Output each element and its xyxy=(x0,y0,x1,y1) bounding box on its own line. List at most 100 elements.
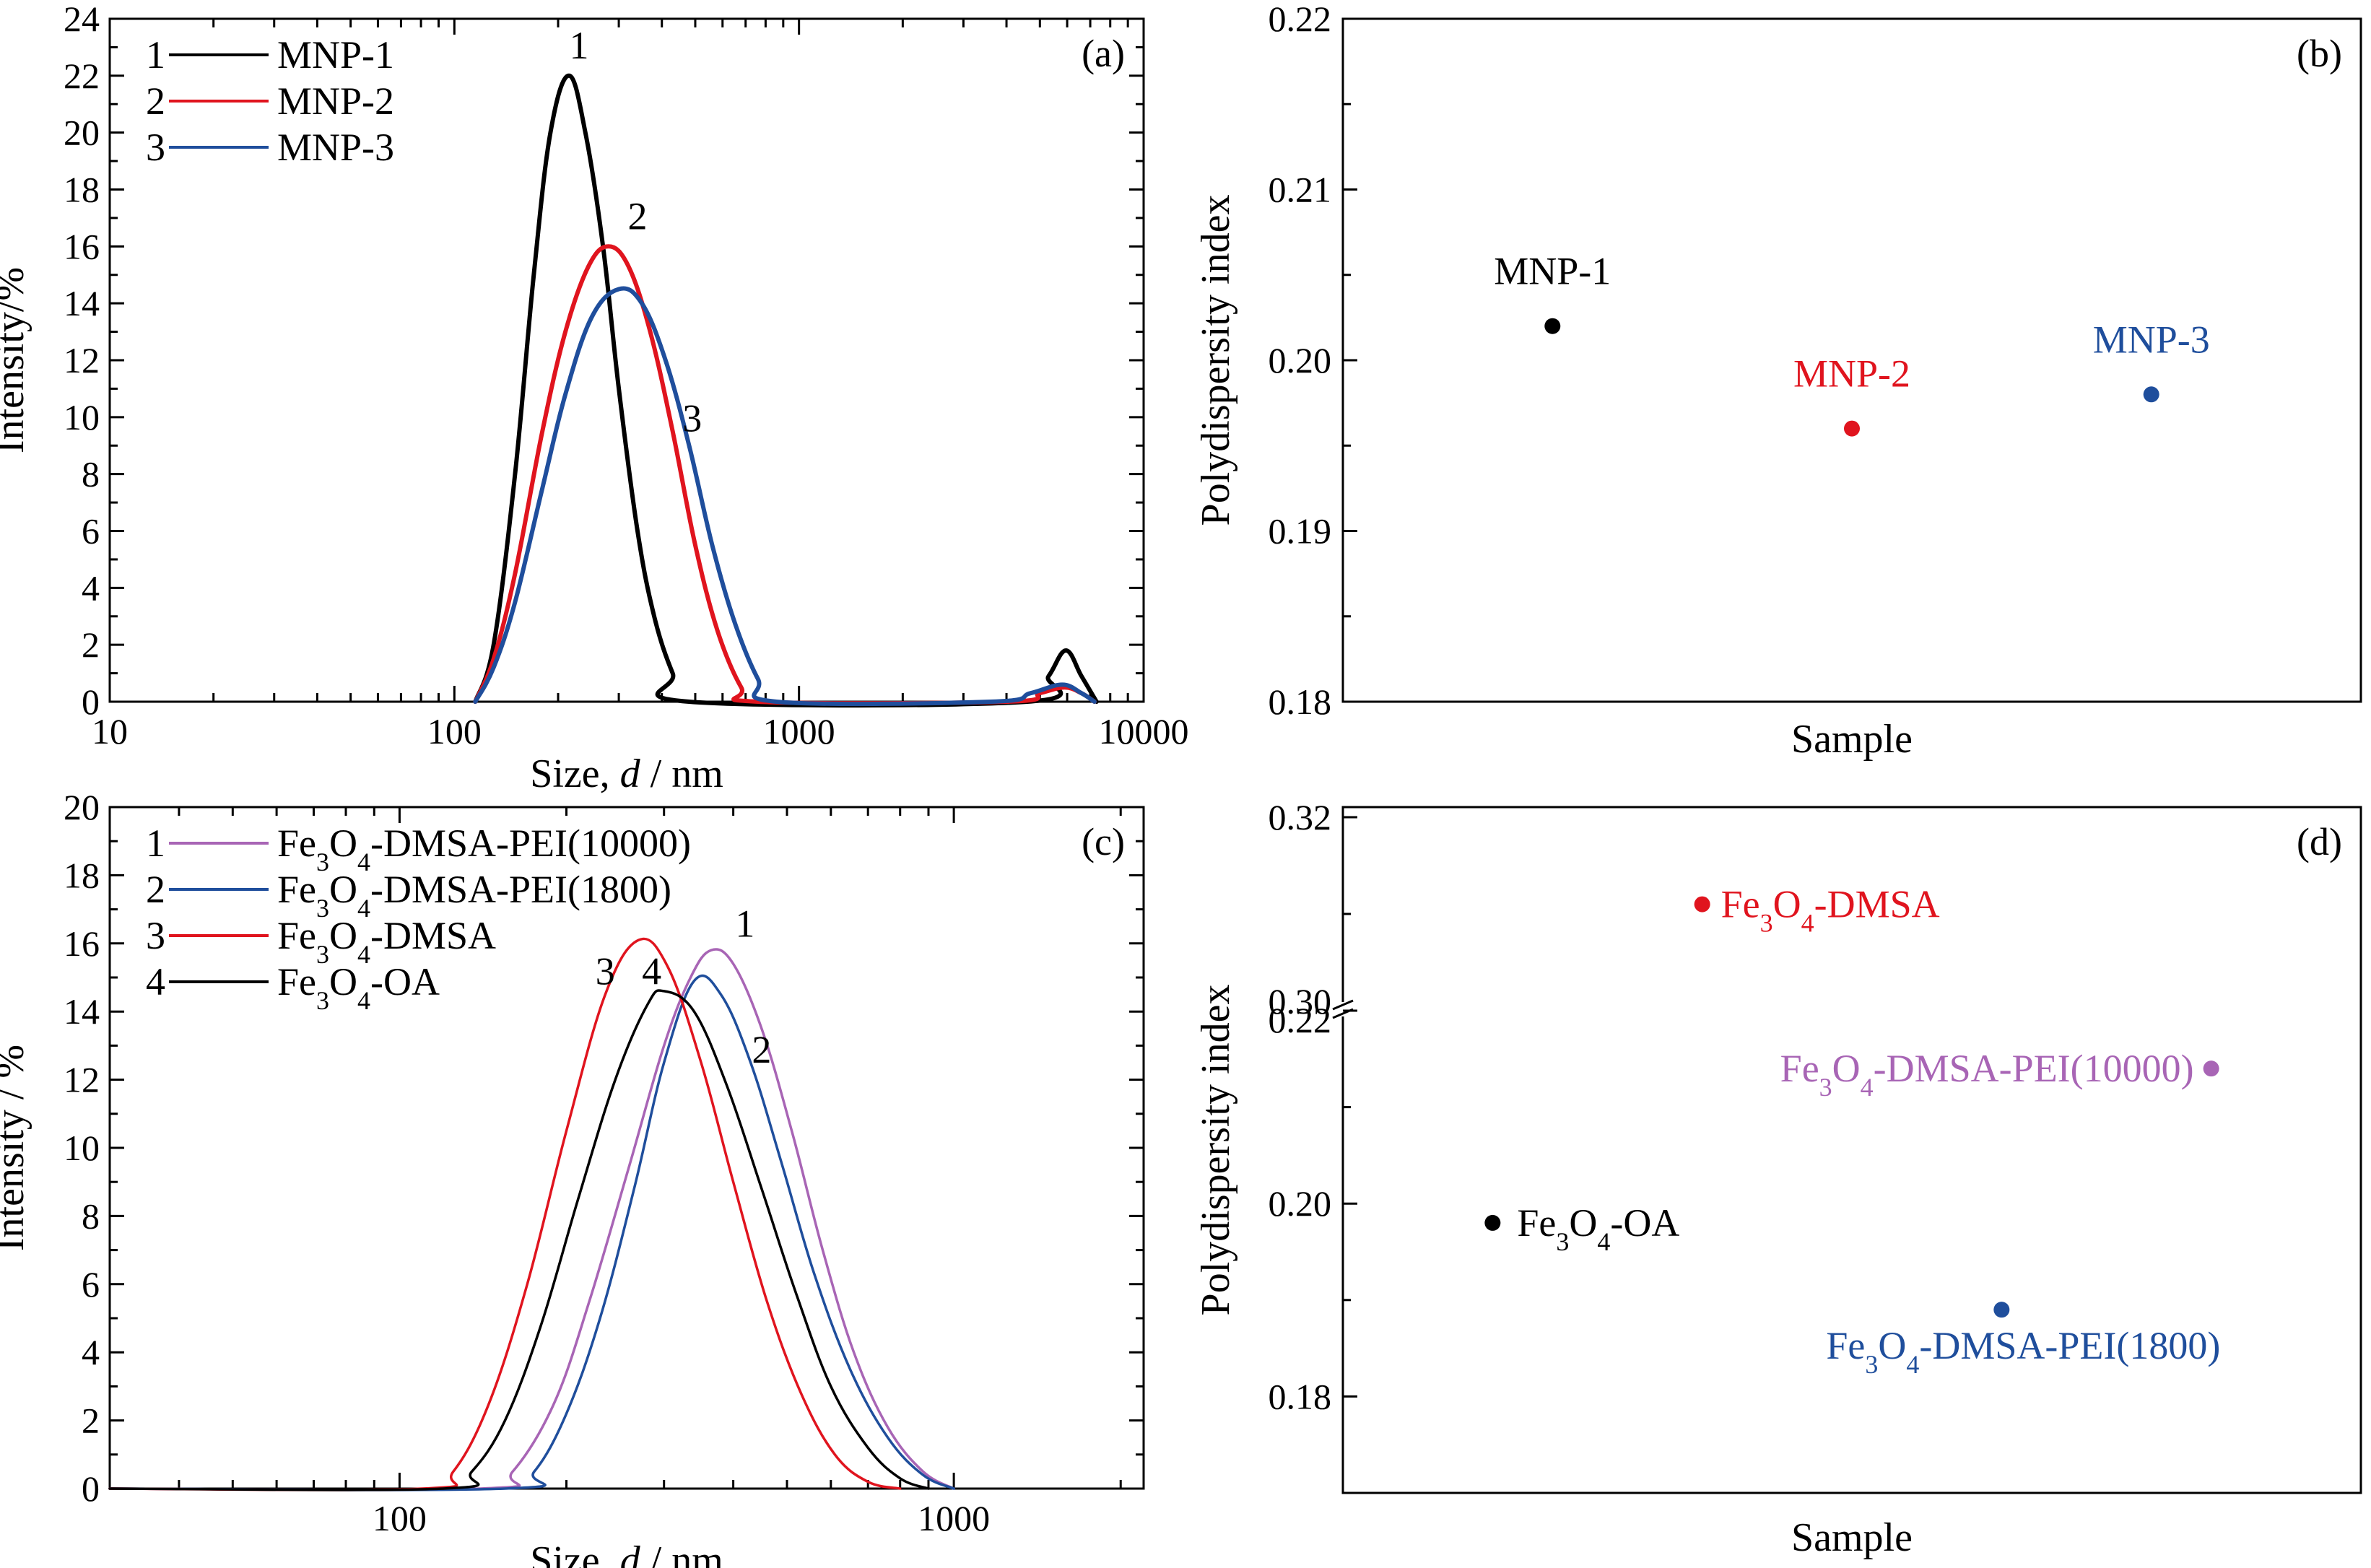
y-tick-label: 0.18 xyxy=(1269,1376,1332,1416)
y-tick-label: 8 xyxy=(82,1195,100,1236)
formula-part: O xyxy=(329,914,357,957)
x-axis-title-part: d xyxy=(620,752,641,796)
legend-number: 1 xyxy=(146,33,165,77)
y-axis-title: Intensity / % xyxy=(0,1045,32,1251)
y-tick-label: 16 xyxy=(64,923,100,964)
subscript-digit: 3 xyxy=(316,894,329,923)
subscript-digit: 3 xyxy=(1865,1350,1878,1379)
series-line-2 xyxy=(108,974,955,1491)
x-axis-title-part: / nm xyxy=(640,752,723,796)
series-line-2 xyxy=(473,244,1097,706)
formula-part: Fe xyxy=(1780,1047,1819,1090)
point-label: MNP-2 xyxy=(1793,352,1910,396)
panel-label: (d) xyxy=(2297,820,2342,863)
y-tick-label: 4 xyxy=(82,567,100,608)
plot-frame xyxy=(1341,806,2362,1494)
subscript-digit: 4 xyxy=(1597,1227,1610,1256)
subscript-digit: 4 xyxy=(357,986,370,1015)
legend-number: 2 xyxy=(146,79,165,123)
y-tick-label: 16 xyxy=(64,226,100,266)
y-tick-label: 8 xyxy=(82,454,100,495)
subscript-digit: 4 xyxy=(357,894,370,923)
formula-part: -DMSA-PEI(10000) xyxy=(370,822,691,865)
y-tick-label: 0.30 xyxy=(1269,981,1332,1022)
x-tick-label: 100 xyxy=(373,1498,427,1538)
y-tick-label: 4 xyxy=(82,1332,100,1372)
subscript-digit: 3 xyxy=(316,848,329,876)
legend-label: Fe3O4-DMSA-PEI(10000) xyxy=(277,822,691,876)
subscript-digit: 4 xyxy=(357,848,370,876)
panel-label: (c) xyxy=(1082,820,1125,863)
legend-label: MNP-3 xyxy=(277,126,394,169)
formula-part: Fe xyxy=(277,822,316,865)
formula-part: O xyxy=(1569,1201,1597,1245)
curve-label: 3 xyxy=(596,949,615,993)
point-label: Fe3O4-DMSA xyxy=(1721,883,1940,938)
formula-part: -OA xyxy=(370,960,440,1003)
point-label: Fe3O4-DMSA-PEI(1800) xyxy=(1826,1324,2220,1379)
formula-part: Fe xyxy=(1826,1324,1865,1367)
y-tick-label: 0.18 xyxy=(1269,681,1332,722)
y-axis-title: Intensity/% xyxy=(0,267,32,453)
formula-part: -OA xyxy=(1610,1201,1679,1245)
curve-label: 2 xyxy=(752,1028,771,1071)
curve-label: 1 xyxy=(735,902,754,945)
y-axis-title: Polydispersity index xyxy=(1193,195,1238,526)
data-point xyxy=(1993,1302,2010,1318)
formula-part: -DMSA xyxy=(370,914,496,957)
x-axis-title-part: Size, xyxy=(530,752,619,796)
x-axis-title: Size, d / nm xyxy=(530,1538,723,1568)
y-tick-label: 0.19 xyxy=(1269,511,1332,552)
y-tick-label: 12 xyxy=(64,1060,100,1100)
formula-part: O xyxy=(1878,1324,1906,1367)
legend-label: Fe3O4-DMSA xyxy=(277,914,496,969)
y-tick-label: 14 xyxy=(64,283,100,323)
y-tick-label: 10 xyxy=(64,1128,100,1168)
formula-part: Fe xyxy=(1721,883,1760,926)
legend-number: 3 xyxy=(146,914,165,957)
formula-part: Fe xyxy=(277,914,316,957)
subscript-digit: 4 xyxy=(357,940,370,969)
y-tick-label: 2 xyxy=(82,624,100,665)
y-tick-label: 20 xyxy=(64,787,100,827)
y-tick-label: 0.21 xyxy=(1269,170,1332,210)
curve-label: 2 xyxy=(628,195,648,238)
x-axis-title: Sample xyxy=(1791,1515,1913,1560)
legend-number: 4 xyxy=(146,960,165,1003)
y-tick-label: 0.32 xyxy=(1269,797,1332,837)
formula-part: Fe xyxy=(1517,1201,1556,1245)
y-tick-label: 24 xyxy=(64,0,100,39)
y-tick-label: 18 xyxy=(64,170,100,210)
x-tick-label: 10 xyxy=(92,711,128,752)
formula-part: O xyxy=(329,822,357,865)
point-label: MNP-1 xyxy=(1494,250,1611,293)
curve-label: 3 xyxy=(682,397,702,440)
x-tick-label: 100 xyxy=(427,711,482,752)
y-tick-label: 20 xyxy=(64,113,100,153)
legend-number: 2 xyxy=(146,868,165,911)
formula-part: -DMSA-PEI(1800) xyxy=(370,868,671,911)
data-point xyxy=(2203,1060,2219,1077)
formula-part: O xyxy=(1832,1047,1861,1090)
formula-part: -DMSA xyxy=(1814,883,1940,926)
legend-number: 3 xyxy=(146,126,165,169)
panel-b: 0.18 0.19 0.20 0.21 0.22 MNP-1 MNP-2 MNP-3 (b) Sa… xyxy=(1193,0,2362,762)
y-tick-label: 2 xyxy=(82,1401,100,1441)
subscript-digit: 4 xyxy=(1861,1073,1874,1102)
data-point xyxy=(1484,1214,1501,1231)
subscript-digit: 3 xyxy=(316,940,329,969)
x-tick-label: 1000 xyxy=(763,711,835,752)
y-tick-label: 0 xyxy=(82,1468,100,1509)
legend-label: Fe3O4-DMSA-PEI(1800) xyxy=(277,868,671,923)
formula-part: O xyxy=(329,960,357,1003)
y-axis-title: Polydispersity index xyxy=(1193,985,1238,1316)
formula-part: Fe xyxy=(277,960,316,1003)
y-tick-label: 6 xyxy=(82,511,100,552)
y-tick-label: 18 xyxy=(64,855,100,895)
point-label: Fe3O4-DMSA-PEI(10000) xyxy=(1780,1047,2194,1102)
y-tick-label: 22 xyxy=(64,56,100,96)
y-tick-label: 0.20 xyxy=(1269,340,1332,380)
data-point xyxy=(1544,318,1561,334)
